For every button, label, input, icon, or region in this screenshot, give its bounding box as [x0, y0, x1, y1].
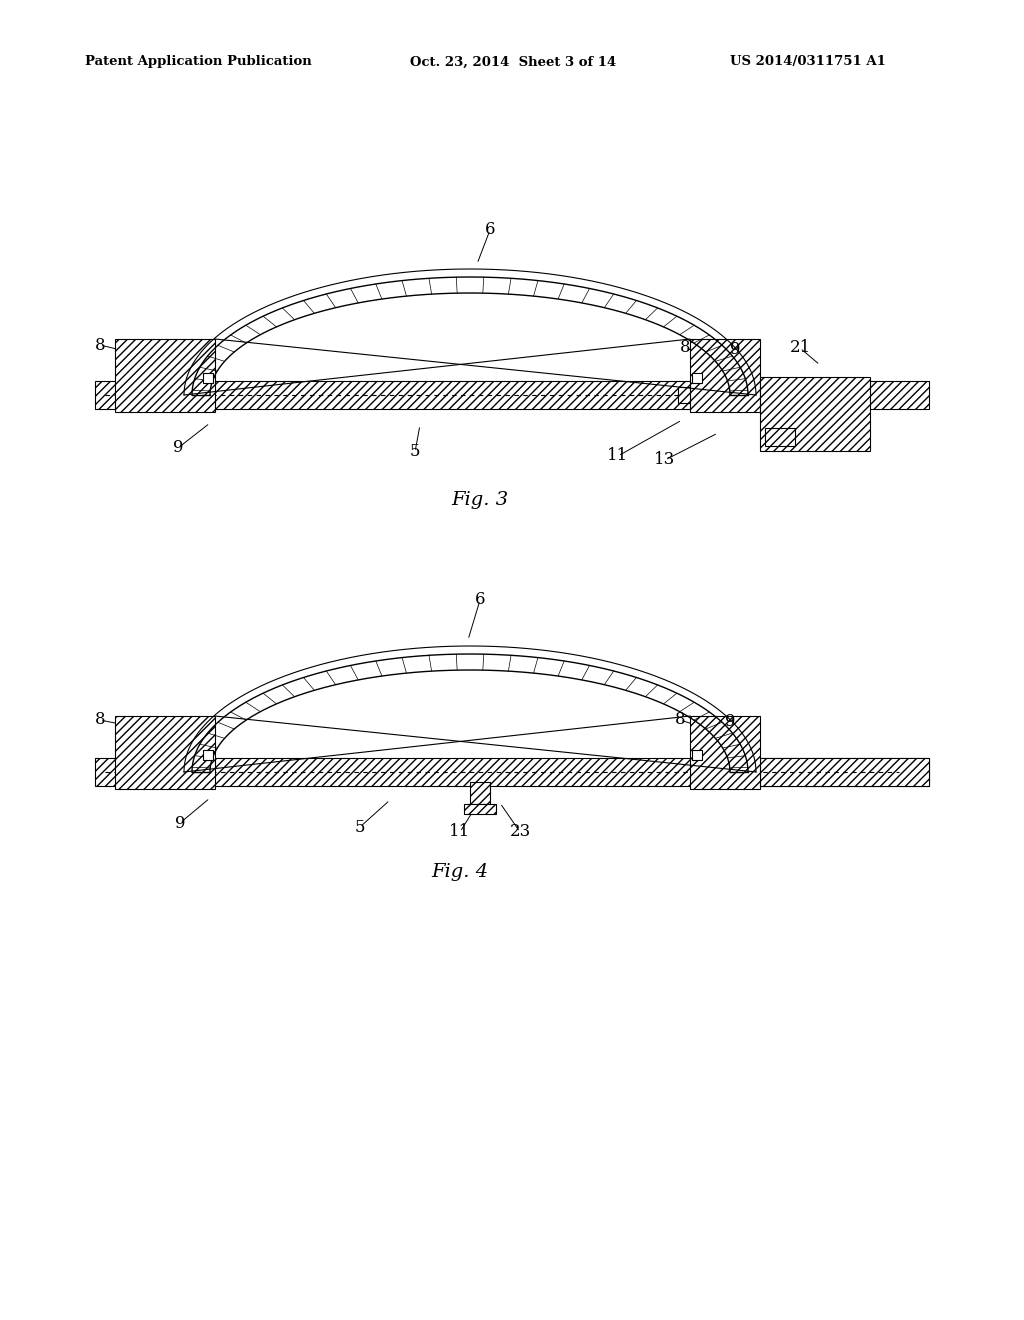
Text: 9: 9 [730, 342, 740, 359]
Bar [690, 715, 760, 789]
Bar [692, 750, 702, 760]
Text: 6: 6 [475, 591, 485, 609]
Text: 8: 8 [94, 337, 105, 354]
Text: Fig. 3: Fig. 3 [452, 491, 509, 510]
Text: 11: 11 [607, 447, 629, 465]
Text: 8: 8 [680, 339, 690, 356]
Text: 6: 6 [484, 222, 496, 239]
Text: 9: 9 [173, 440, 183, 457]
Bar [470, 781, 490, 804]
Text: 5: 5 [410, 444, 420, 461]
Text: 5: 5 [354, 818, 366, 836]
Bar [678, 387, 690, 403]
Bar [760, 758, 929, 785]
Text: 8: 8 [94, 711, 105, 729]
Bar [760, 378, 870, 451]
Text: 8: 8 [675, 711, 685, 729]
Bar [464, 804, 496, 814]
Text: US 2014/0311751 A1: US 2014/0311751 A1 [730, 55, 886, 69]
Bar [115, 715, 215, 789]
Text: 23: 23 [509, 824, 530, 841]
Text: Oct. 23, 2014  Sheet 3 of 14: Oct. 23, 2014 Sheet 3 of 14 [410, 55, 616, 69]
Text: Patent Application Publication: Patent Application Publication [85, 55, 311, 69]
Bar [203, 374, 213, 383]
Bar [765, 428, 795, 446]
Bar [690, 339, 760, 412]
Bar [692, 374, 702, 383]
Bar [203, 750, 213, 760]
Text: 13: 13 [654, 451, 676, 469]
Text: Fig. 4: Fig. 4 [431, 863, 488, 880]
Text: 9: 9 [725, 714, 735, 730]
Bar [115, 339, 215, 412]
Text: 21: 21 [790, 339, 811, 356]
Bar [95, 381, 929, 409]
Bar [95, 758, 929, 785]
Text: 11: 11 [450, 824, 471, 841]
Text: 9: 9 [175, 814, 185, 832]
